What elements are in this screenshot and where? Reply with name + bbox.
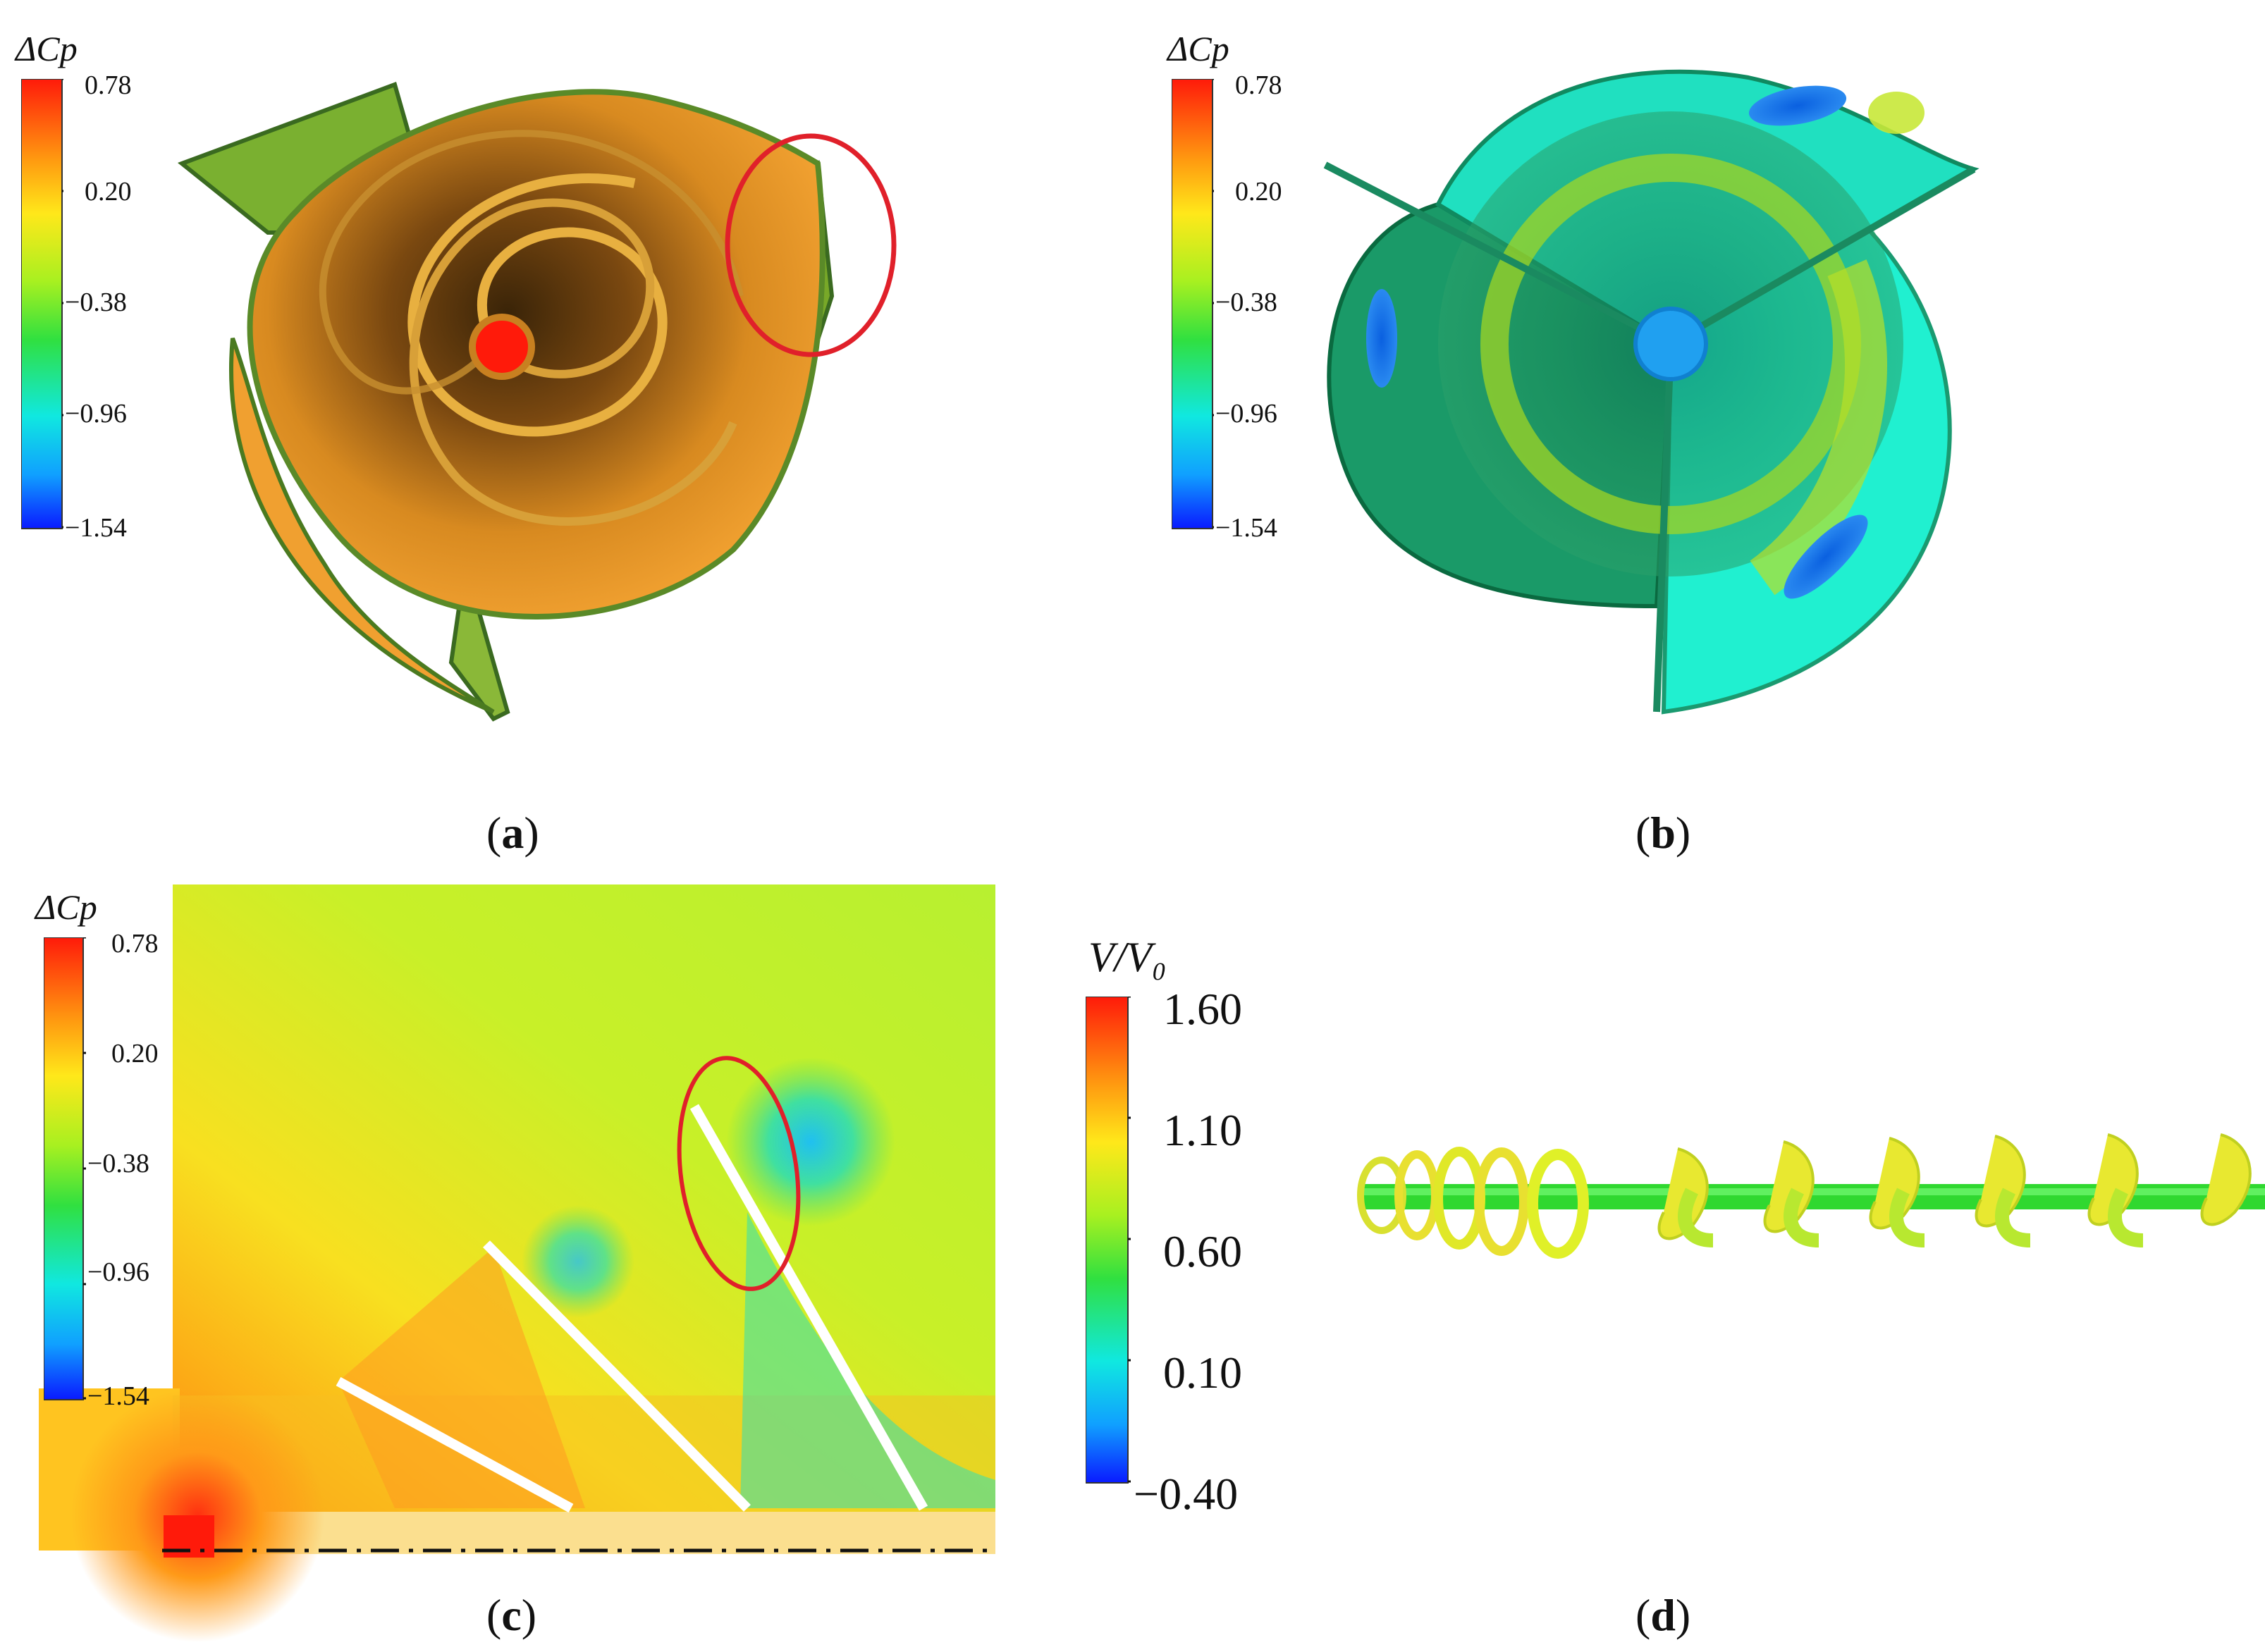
colorbar-a-tick: 0.20: [85, 177, 132, 207]
colorbar-a-tick: −0.38: [65, 288, 127, 317]
panel-c: ΔCp 0.78 0.20 −0.38 −0.96 −1.54 (c): [0, 860, 1057, 1652]
panel-a-rendering: [177, 82, 897, 722]
colorbar-a-tick: −0.96: [65, 399, 127, 429]
panel-b-caption: (b): [1635, 808, 1691, 858]
colorbar-c-tick: −1.54: [87, 1381, 149, 1411]
colorbar-a-title: ΔCp: [16, 29, 78, 68]
panel-c-highlight: [677, 1056, 801, 1291]
colorbar-b-tick: −1.54: [1215, 513, 1277, 543]
colorbar-c-tick: 0.78: [111, 929, 159, 958]
colorbar-a-tick: −1.54: [65, 513, 127, 543]
colorbar-a: [21, 79, 63, 529]
colorbar-d-tick: 0.10: [1163, 1348, 1242, 1398]
colorbar-c-tick: −0.96: [87, 1257, 149, 1287]
colorbar-c-tick: 0.20: [111, 1039, 159, 1068]
colorbar-d-tick: 1.60: [1163, 984, 1242, 1034]
colorbar-d-title: V/V₀: [1088, 934, 1167, 980]
panel-a: ΔCp 0.78 0.20 −0.38 −0.96 −1.54 (a): [0, 0, 1057, 856]
colorbar-b-tick: 0.20: [1235, 177, 1282, 207]
panel-a-highlight: [725, 133, 897, 357]
colorbar-d-tick: 0.60: [1163, 1226, 1242, 1276]
colorbar-b-tick: −0.96: [1215, 399, 1277, 429]
panel-d: V/V₀ 1.60 1.10 0.60 0.10 −0.40 (d): [1057, 860, 2265, 1652]
panel-a-caption: (a): [486, 808, 539, 858]
colorbar-d-tick: 1.10: [1163, 1105, 1242, 1155]
colorbar-b-tick: 0.78: [1235, 70, 1282, 100]
colorbar-d-tick: −0.40: [1134, 1469, 1239, 1519]
colorbar-b: [1172, 79, 1214, 529]
colorbar-d: [1086, 997, 1131, 1484]
colorbar-c-title: ΔCp: [35, 887, 97, 927]
panel-c-caption: (c): [486, 1590, 537, 1640]
colorbar-a-tick: 0.78: [85, 70, 132, 100]
panel-b-rendering: [1323, 69, 1979, 715]
colorbar-b-tick: −0.38: [1215, 288, 1277, 317]
panel-b: ΔCp 0.78 0.20 −0.38 −0.96 −1.54 (b): [1156, 0, 2265, 856]
colorbar-c: [44, 937, 86, 1400]
colorbar-c-tick: −0.38: [87, 1149, 149, 1178]
panel-d-caption: (d): [1635, 1590, 1691, 1640]
panel-c-rendering: [39, 884, 995, 1642]
colorbar-b-title: ΔCp: [1167, 29, 1229, 68]
panel-d-rendering: [1357, 1133, 2265, 1259]
